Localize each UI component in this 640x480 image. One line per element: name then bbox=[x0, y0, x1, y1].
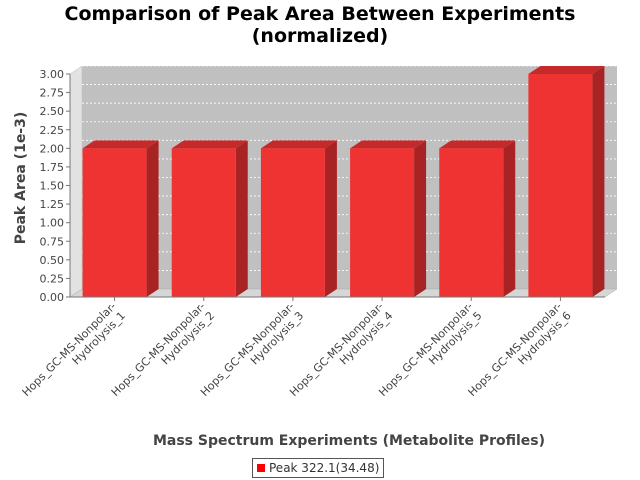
y-tick-label: 2.50 bbox=[40, 105, 65, 118]
chart-subtitle: (normalized) bbox=[251, 25, 389, 47]
y-tick-label: 0.25 bbox=[40, 272, 65, 285]
bar bbox=[439, 140, 516, 297]
bar-side bbox=[146, 140, 159, 297]
y-tick-label: 2.25 bbox=[40, 124, 65, 137]
y-tick-label: 1.50 bbox=[40, 180, 65, 193]
bar bbox=[350, 140, 427, 297]
bar-top bbox=[82, 140, 159, 149]
bar-top bbox=[350, 140, 427, 149]
y-tick-label: 3.00 bbox=[40, 68, 65, 81]
bar-top bbox=[528, 66, 605, 74]
bar-side bbox=[592, 66, 605, 297]
legend-swatch bbox=[257, 464, 265, 472]
bars bbox=[82, 66, 605, 297]
bar-front bbox=[350, 148, 415, 297]
y-tick-label: 1.00 bbox=[40, 217, 65, 230]
legend: Peak 322.1(34.48) bbox=[252, 458, 385, 478]
plot-left-wall bbox=[69, 65, 83, 298]
bar-front bbox=[439, 148, 504, 297]
gridlines bbox=[82, 65, 617, 271]
x-axis-label: Mass Spectrum Experiments (Metabolite Pr… bbox=[153, 433, 545, 449]
y-tick-label: 0.75 bbox=[40, 235, 65, 248]
bar bbox=[82, 140, 159, 297]
x-axis: Hops_GC-MS-Nonpolar-Hydrolysis_1Hops_GC-… bbox=[20, 296, 605, 399]
bar bbox=[260, 140, 337, 297]
bar bbox=[171, 140, 248, 297]
bar-front bbox=[82, 148, 147, 297]
bar-side bbox=[324, 140, 337, 297]
y-axis-label: Peak Area (1e-3) bbox=[13, 112, 29, 245]
legend-label: Peak 322.1(34.48) bbox=[269, 461, 380, 475]
bar-front bbox=[528, 74, 593, 297]
chart-title: Comparison of Peak Area Between Experime… bbox=[64, 3, 576, 25]
bar bbox=[528, 66, 605, 297]
y-tick-label: 2.75 bbox=[40, 87, 65, 100]
y-tick-label: 2.00 bbox=[40, 142, 65, 155]
bar-side bbox=[235, 140, 248, 297]
y-tick-label: 1.25 bbox=[40, 198, 65, 211]
bar-side bbox=[503, 140, 516, 297]
y-tick-label: 0.50 bbox=[40, 254, 65, 267]
bar-top bbox=[439, 140, 516, 149]
bar-front bbox=[260, 148, 325, 297]
y-tick-label: 0.00 bbox=[40, 291, 65, 304]
y-axis: 0.00 0.25 0.50 0.75 1.00 1.25 1.50 1.75 2.00 2.25… bbox=[40, 68, 71, 304]
bar-top bbox=[171, 140, 248, 149]
bar-top bbox=[260, 140, 337, 149]
bar-front bbox=[171, 148, 236, 297]
y-tick-label: 1.75 bbox=[40, 161, 65, 174]
bar-side bbox=[414, 140, 427, 297]
